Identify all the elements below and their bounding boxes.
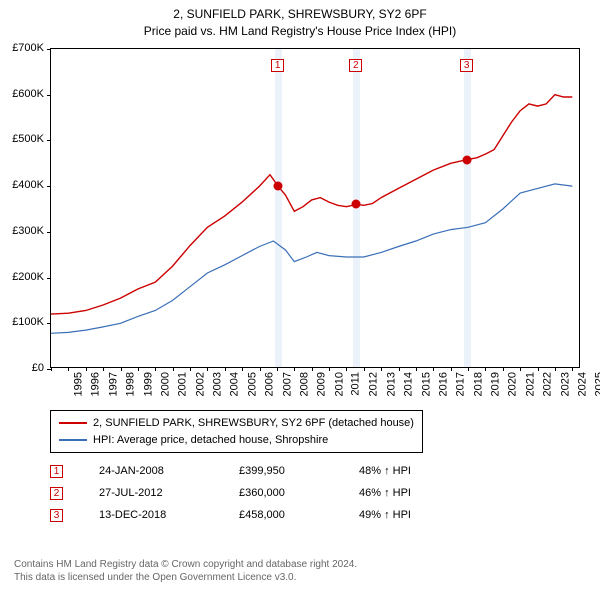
- chart-title-block: 2, SUNFIELD PARK, SHREWSBURY, SY2 6PF Pr…: [0, 0, 600, 42]
- sale-date: 24-JAN-2008: [99, 465, 239, 477]
- sale-index-box: 1: [50, 465, 63, 478]
- legend-swatch-property: [59, 422, 87, 424]
- sale-price: £360,000: [239, 487, 359, 499]
- sale-index-box: 2: [50, 487, 63, 500]
- sale-marker-box: 2: [349, 59, 362, 72]
- x-tick-label: 2007: [281, 372, 293, 396]
- x-tick-label: 2017: [455, 372, 467, 396]
- sale-date: 13-DEC-2018: [99, 509, 239, 521]
- y-tick-label: £100K: [0, 316, 44, 328]
- x-tick-label: 1999: [142, 372, 154, 396]
- sale-row-2: 2 27-JUL-2012 £360,000 46% ↑ HPI: [50, 482, 469, 504]
- footer-line1: Contains HM Land Registry data © Crown c…: [14, 558, 357, 571]
- y-tick-label: £0: [0, 362, 44, 374]
- x-tick-label: 2002: [194, 372, 206, 396]
- x-tick-label: 2020: [507, 372, 519, 396]
- sale-marker-box: 1: [271, 59, 284, 72]
- sale-index-box: 3: [50, 509, 63, 522]
- x-tick-label: 2024: [576, 372, 588, 396]
- x-tick-label: 2021: [524, 372, 536, 396]
- title-address: 2, SUNFIELD PARK, SHREWSBURY, SY2 6PF: [0, 6, 600, 23]
- x-tick-label: 2004: [229, 372, 241, 396]
- sale-dot: [463, 155, 472, 164]
- legend-box: 2, SUNFIELD PARK, SHREWSBURY, SY2 6PF (d…: [50, 410, 423, 453]
- sale-band: [275, 49, 282, 367]
- sale-pct: 48% ↑ HPI: [359, 465, 469, 477]
- y-tick-label: £300K: [0, 225, 44, 237]
- legend-row-hpi: HPI: Average price, detached house, Shro…: [59, 432, 414, 449]
- x-tick-label: 2012: [368, 372, 380, 396]
- y-tick-label: £700K: [0, 42, 44, 54]
- x-tick-label: 2014: [403, 372, 415, 396]
- sale-row-1: 1 24-JAN-2008 £399,950 48% ↑ HPI: [50, 460, 469, 482]
- chart-lines-svg: [51, 49, 581, 369]
- x-tick-label: 2019: [490, 372, 502, 396]
- series-property: [51, 95, 572, 314]
- sale-marker-box: 3: [460, 59, 473, 72]
- x-tick-label: 2023: [559, 372, 571, 396]
- sale-price: £399,950: [239, 465, 359, 477]
- sales-table: 1 24-JAN-2008 £399,950 48% ↑ HPI 2 27-JU…: [50, 460, 469, 526]
- x-tick-label: 1997: [107, 372, 119, 396]
- chart-area: 123 £0£100K£200K£300K£400K£500K£600K£700…: [50, 48, 580, 368]
- plot-region: 1 2 3: [50, 48, 580, 368]
- y-tick-label: £500K: [0, 133, 44, 145]
- legend-label-property: 2, SUNFIELD PARK, SHREWSBURY, SY2 6PF (d…: [93, 415, 414, 432]
- series-hpi: [51, 184, 572, 333]
- title-subtitle: Price paid vs. HM Land Registry's House …: [0, 23, 600, 40]
- y-tick-label: £200K: [0, 271, 44, 283]
- legend-row-property: 2, SUNFIELD PARK, SHREWSBURY, SY2 6PF (d…: [59, 415, 414, 432]
- x-tick-label: 2003: [212, 372, 224, 396]
- legend-label-hpi: HPI: Average price, detached house, Shro…: [93, 432, 328, 449]
- x-tick-label: 2009: [316, 372, 328, 396]
- x-tick-label: 2018: [472, 372, 484, 396]
- x-tick-label: 2005: [246, 372, 258, 396]
- x-tick-label: 2006: [264, 372, 276, 396]
- x-tick-label: 2008: [298, 372, 310, 396]
- footer-attribution: Contains HM Land Registry data © Crown c…: [14, 558, 357, 584]
- x-tick-label: 2016: [437, 372, 449, 396]
- x-tick-label: 1998: [125, 372, 137, 396]
- x-tick-label: 2000: [159, 372, 171, 396]
- y-tick-label: £400K: [0, 179, 44, 191]
- sale-dot: [352, 200, 361, 209]
- x-tick-label: 2010: [333, 372, 345, 396]
- sale-price: £458,000: [239, 509, 359, 521]
- sale-date: 27-JUL-2012: [99, 487, 239, 499]
- x-tick-label: 2013: [385, 372, 397, 396]
- x-tick-label: 1995: [72, 372, 84, 396]
- sale-band: [464, 49, 471, 367]
- y-tick-label: £600K: [0, 88, 44, 100]
- x-tick-label: 1996: [90, 372, 102, 396]
- x-tick-label: 2015: [420, 372, 432, 396]
- x-tick-label: 2022: [542, 372, 554, 396]
- sale-pct: 49% ↑ HPI: [359, 509, 469, 521]
- x-tick-label: 2011: [350, 372, 362, 396]
- legend-swatch-hpi: [59, 439, 87, 441]
- sale-pct: 46% ↑ HPI: [359, 487, 469, 499]
- sale-row-3: 3 13-DEC-2018 £458,000 49% ↑ HPI: [50, 504, 469, 526]
- x-tick-label: 2025: [594, 372, 600, 396]
- sale-dot: [274, 182, 283, 191]
- x-tick-label: 2001: [177, 372, 189, 396]
- footer-line2: This data is licensed under the Open Gov…: [14, 571, 357, 584]
